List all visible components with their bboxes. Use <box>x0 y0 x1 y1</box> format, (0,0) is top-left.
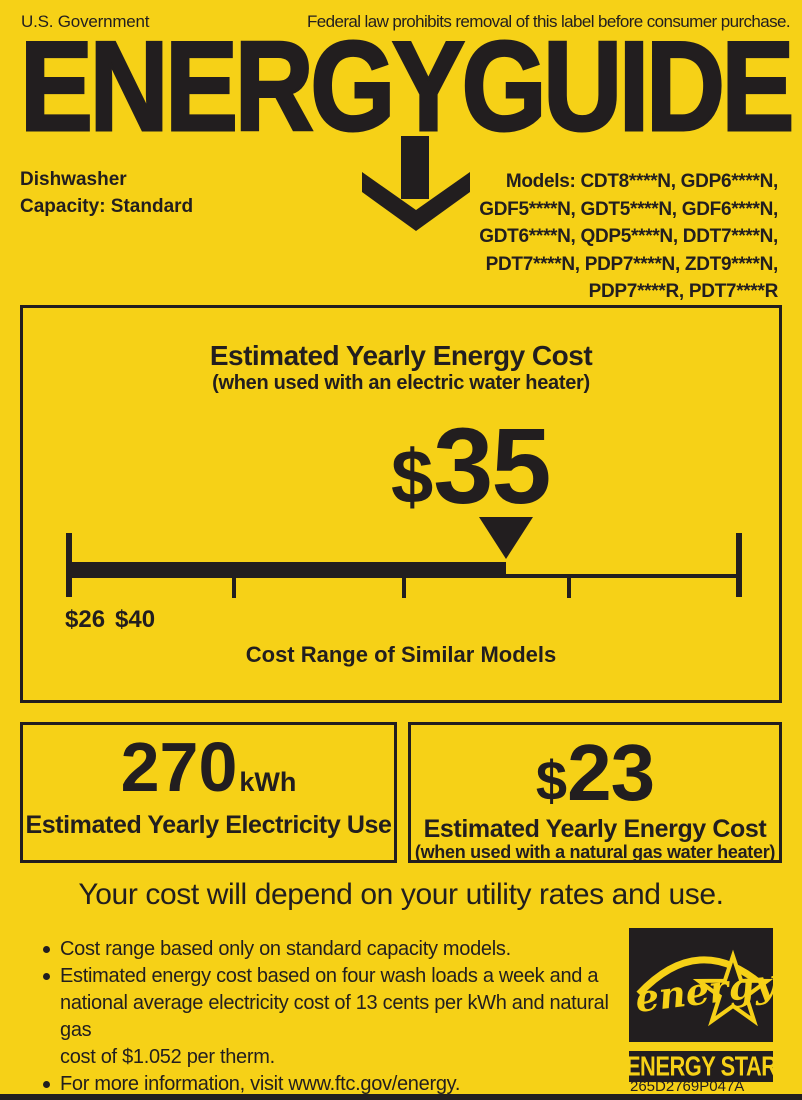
kwh-number: 270 <box>120 728 238 806</box>
energy-star-band: ENERGY STAR <box>626 1050 777 1082</box>
utility-rates-note: Your cost will depend on your utility ra… <box>78 878 724 911</box>
range-max-label: $40 <box>115 606 156 633</box>
dollar-sign: $ <box>535 749 568 812</box>
bullet-dot <box>43 946 50 953</box>
electricity-box-label: Estimated Yearly Electricity Use <box>25 811 392 839</box>
electricity-use-box: 270 kWh Estimated Yearly Electricity Use <box>20 722 397 863</box>
axis-tick-min <box>66 533 72 597</box>
gas-cost-box: $23 Estimated Yearly Energy Cost (when u… <box>408 722 782 863</box>
footnote-item: Estimated energy cost based on four wash… <box>43 963 623 1071</box>
product-info: Dishwasher Capacity: Standard <box>20 166 193 220</box>
bullet-dot <box>43 1081 50 1088</box>
footnote-text: For more information, visit www.ftc.gov/… <box>60 1073 461 1095</box>
energy-star-mark-icon: energy <box>629 928 780 1042</box>
energy-word: ENERGY <box>19 15 466 157</box>
gas-box-label: Estimated Yearly Energy Cost <box>423 815 767 843</box>
us-government-text: U.S. Government <box>21 12 150 31</box>
models-line: Models: CDT8****N, GDP6****N, <box>505 171 778 192</box>
electricity-value: 270 kWh <box>23 727 394 808</box>
range-min-label: $26 <box>65 606 106 633</box>
yearly-cost-box: Estimated Yearly Energy Cost (when used … <box>20 305 782 703</box>
models-line: PDT7****N, PDP7****N, ZDT9****N, <box>485 253 779 275</box>
models-line: GDT6****N, QDP5****N, DDT7****N, <box>479 226 778 247</box>
gas-cost-value: $23 <box>411 727 779 819</box>
footnote-text: Estimated energy cost based on four wash… <box>60 965 609 1068</box>
axis-tick <box>232 578 236 598</box>
kwh-unit: kWh <box>239 767 297 797</box>
energy-star-band-text: ENERGY STAR <box>625 1050 777 1082</box>
footnote-item: Cost range based only on standard capaci… <box>43 936 623 963</box>
cost-number: 35 <box>433 405 551 526</box>
bottom-divider <box>0 1094 802 1100</box>
models-list: Models: CDT8****N, GDP6****N, GDF5****N,… <box>479 168 778 306</box>
axis-tick-max <box>736 533 742 597</box>
footnote-item: For more information, visit www.ftc.gov/… <box>43 1071 623 1098</box>
bullet-dot <box>43 973 50 980</box>
axis-tick <box>402 578 406 598</box>
energy-star-logo: energy ENERGY STAR <box>626 928 780 1082</box>
axis-tick <box>567 578 571 598</box>
gas-cost-number: 23 <box>567 728 655 817</box>
estimated-cost-value: $35 <box>391 405 551 526</box>
cost-range-labels: $26 $40 <box>65 606 165 634</box>
product-type: Dishwasher <box>20 169 127 190</box>
cost-pointer-icon <box>479 517 533 559</box>
down-arrow-icon <box>362 136 470 231</box>
gas-box-sublabel: (when used with a natural gas water heat… <box>414 842 776 862</box>
cost-range-axis-line <box>69 574 739 578</box>
cost-box-subtitle: (when used with an electric water heater… <box>212 372 590 394</box>
part-number: 265D2769P047A <box>630 1078 745 1095</box>
footnote-text: Cost range based only on standard capaci… <box>60 938 511 960</box>
product-capacity: Capacity: Standard <box>20 196 194 217</box>
footnotes-list: Cost range based only on standard capaci… <box>43 936 623 1098</box>
energyguide-title: ENERGYGUIDE <box>19 21 796 151</box>
dollar-sign: $ <box>391 435 434 520</box>
federal-law-text: Federal law prohibits removal of this la… <box>306 12 791 31</box>
cost-range-caption: Cost Range of Similar Models <box>245 642 557 667</box>
models-line: PDP7****R, PDT7****R <box>588 281 779 302</box>
cost-box-title: Estimated Yearly Energy Cost <box>209 340 593 371</box>
guide-word: GUIDE <box>460 15 795 157</box>
models-line: GDF5****N, GDT5****N, GDF6****N, <box>479 198 778 220</box>
